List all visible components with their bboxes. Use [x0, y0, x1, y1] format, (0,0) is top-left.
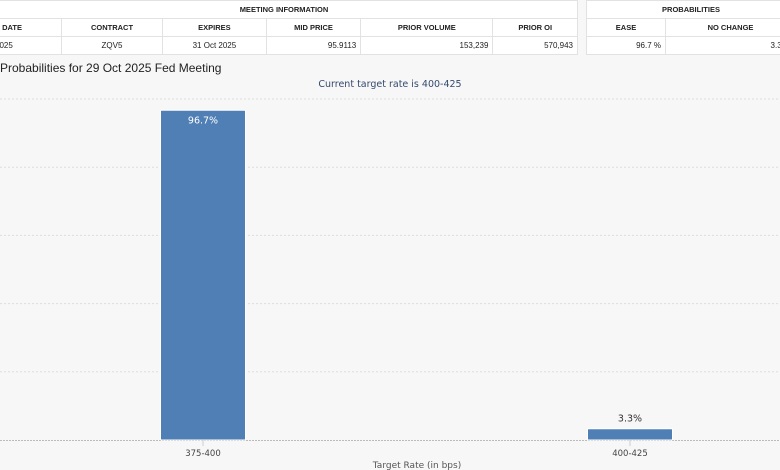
cell: ZQV5: [61, 36, 163, 55]
cell: 570,943: [492, 36, 578, 55]
bar: [160, 109, 246, 441]
meeting-information-table: MEETING INFORMATION S DATE CONTRACT EXPI…: [0, 0, 578, 55]
cell: 95.9113: [265, 36, 362, 55]
x-tick-label: 400-425: [612, 449, 648, 459]
chart-subtitle: Current target rate is 400-425: [318, 79, 462, 90]
chart-title: Probabilities for 29 Oct 2025 Fed Meetin…: [0, 61, 222, 75]
x-axis-label: Target Rate (in bps): [372, 461, 461, 470]
table-columns: S DATE CONTRACT EXPIRES MID PRICE PRIOR …: [0, 18, 578, 37]
cell: 153,239: [360, 36, 494, 55]
data-label: 3.3%: [618, 414, 642, 425]
bar: [587, 428, 673, 441]
table-row: 96.7 % 3.3 %: [586, 36, 780, 55]
data-label: 96.7%: [188, 115, 218, 126]
cell: 2025: [0, 36, 63, 55]
table-row: 2025 ZQV5 31 Oct 2025 95.9113 153,239 57…: [0, 36, 578, 55]
probabilities-table: PROBABILITIES EASE NO CHANGE 96.7 % 3.3 …: [586, 0, 780, 55]
x-tick-label: 375-400: [185, 449, 221, 459]
cell: 3.3 %: [665, 36, 780, 55]
